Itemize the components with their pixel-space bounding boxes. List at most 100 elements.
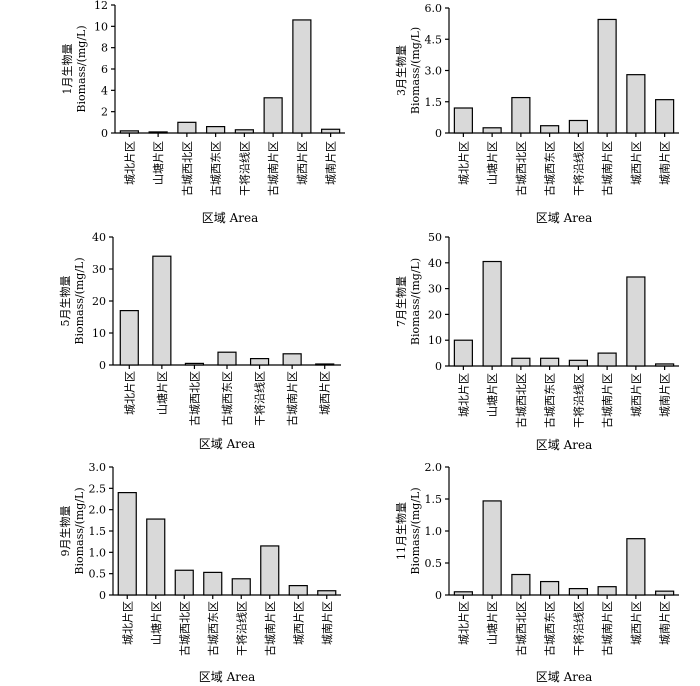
category-label: 城南片区: [321, 601, 334, 645]
y-tick-label: 10: [92, 327, 106, 340]
bar-4: [540, 580, 560, 596]
bar-6: [282, 353, 302, 366]
y-tick-label: 0: [435, 589, 442, 602]
bar-4: [217, 351, 237, 366]
bar-6: [263, 97, 283, 134]
y-tick-label: 20: [428, 308, 442, 321]
category-label: 山塘片区: [485, 601, 499, 645]
y-tick-label: 10: [94, 20, 108, 33]
category-label: 古城西北区: [181, 141, 194, 196]
y-tick-label: 12: [94, 0, 108, 12]
category-label: 山塘片区: [151, 141, 165, 185]
bar-5: [568, 119, 588, 134]
bar-1: [119, 130, 139, 134]
bar-5: [249, 358, 270, 366]
category-label: 山塘片区: [485, 373, 499, 417]
y-tick-label: 40: [428, 257, 442, 270]
bar-7: [292, 19, 312, 134]
y-axis-label-en: Biomass/(mg/L): [75, 25, 88, 112]
bar-7: [315, 363, 335, 366]
x-axis-label: 区域 Area: [199, 437, 255, 451]
bar-7: [626, 538, 646, 596]
y-tick-label: 2: [101, 106, 108, 119]
x-axis-label: 区域 Area: [536, 211, 592, 225]
bar-2: [482, 127, 502, 134]
y-tick-label: 0: [435, 127, 442, 140]
category-label: 古城西东区: [544, 141, 557, 196]
bar-1: [119, 310, 139, 366]
category-label: 古城南片区: [601, 601, 614, 656]
chart-panel-4: 0 10 20 30 40 50 城北片区 山塘片区 古城西北区 古城西东区 干将沿线区 古城南片区 城…: [394, 231, 679, 452]
y-tick-label: 4: [101, 84, 108, 97]
category-label: 城北片区: [457, 373, 470, 417]
chart-panel-3: 0 10 20 30 40 城北片区 山塘片区 古城西北区 古城西东区 干将沿线区 古城南片区 城西片…: [58, 231, 341, 451]
bar-8: [655, 363, 675, 367]
y-tick-label: 20: [92, 295, 106, 308]
category-label: 城北片区: [123, 141, 136, 185]
bar-2: [146, 518, 166, 596]
y-tick-label: 30: [428, 283, 442, 296]
bar-1: [453, 591, 473, 596]
category-label: 城西片区: [319, 371, 332, 415]
y-tick-label: 50: [428, 231, 442, 244]
category-label: 山塘片区: [155, 371, 169, 415]
chart-panel-1: 0 2 4 6 8 10 12 城北片区 山塘片区 古城西北区 古城西东区 干将沿线区 古城南片区 城西片…: [60, 0, 345, 225]
y-tick-label: 1.5: [89, 525, 107, 538]
bar-5: [234, 129, 254, 134]
y-axis-label-en: Biomass/(mg/L): [409, 258, 422, 345]
y-axis-label-en: Biomass/(mg/L): [409, 27, 422, 114]
y-tick-label: 1.0: [89, 546, 107, 559]
y-axis-label-cn: 11月生物量: [394, 502, 408, 560]
category-label: 干将沿线区: [571, 601, 585, 656]
category-label: 城西片区: [296, 141, 309, 185]
bar-2: [152, 255, 172, 366]
y-tick-label: 1.5: [425, 96, 443, 109]
category-label: 山塘片区: [149, 601, 163, 645]
y-tick-label: 2.0: [89, 504, 107, 517]
y-axis-label-en: Biomass/(mg/L): [73, 487, 86, 574]
category-label: 古城南片区: [264, 601, 277, 656]
y-tick-label: 1.0: [425, 525, 443, 538]
y-axis-label-en: Biomass/(mg/L): [73, 257, 86, 344]
y-tick-label: 3.0: [89, 461, 107, 474]
y-tick-label: 6: [101, 63, 108, 76]
y-tick-label: 3.0: [425, 65, 443, 78]
bar-5: [568, 359, 588, 367]
y-tick-label: 6.0: [425, 2, 443, 15]
y-tick-label: 0.5: [89, 568, 107, 581]
bar-6: [597, 586, 617, 596]
bar-4: [206, 125, 226, 134]
chart-panel-5: 0 0.5 1.0 1.5 2.0 2.5 3.0 城北片区 山塘片区 古城西北区 古城西东区 干将沿…: [58, 461, 341, 684]
chart-panel-6: 0 0.5 1.0 1.5 2.0 城北片区 山塘片区 古城西北区 古城西东区 干将沿线区 古城南片…: [394, 461, 679, 684]
bar-1: [453, 339, 473, 367]
bar-4: [540, 357, 560, 367]
category-label: 城南片区: [659, 601, 672, 645]
bar-2: [482, 260, 502, 367]
category-label: 城南片区: [659, 373, 672, 417]
category-label: 干将沿线区: [237, 141, 251, 196]
category-label: 干将沿线区: [234, 601, 248, 656]
y-axis-label-en: Biomass/(mg/L): [409, 487, 422, 574]
bar-5: [568, 587, 588, 596]
category-label: 古城西北区: [515, 373, 528, 428]
bar-2: [148, 131, 168, 134]
y-tick-label: 0: [101, 127, 108, 140]
category-label: 古城南片区: [601, 141, 614, 196]
bar-7: [288, 585, 308, 596]
bar-2: [482, 500, 502, 596]
category-label: 古城南片区: [601, 373, 614, 428]
y-tick-label: 30: [92, 263, 106, 276]
category-label: 古城西东区: [544, 373, 557, 428]
category-label: 古城西北区: [515, 141, 528, 196]
y-axis-label-cn: 3月生物量: [394, 45, 408, 96]
y-axis-label-cn: 7月生物量: [394, 276, 408, 327]
chart-panel-2: 0 1.5 3.0 4.5 6.0 城北片区 山塘片区 古城西北区 古城西东区 干将沿线区 古城南片…: [394, 2, 679, 225]
y-axis-label-cn: 1月生物量: [60, 44, 74, 95]
category-label: 城西片区: [630, 141, 643, 185]
category-label: 城北片区: [123, 371, 136, 415]
category-label: 古城西北区: [178, 601, 191, 656]
x-axis-label: 区域 Area: [202, 211, 258, 225]
category-label: 城北片区: [457, 601, 470, 645]
bar-7: [626, 74, 646, 134]
